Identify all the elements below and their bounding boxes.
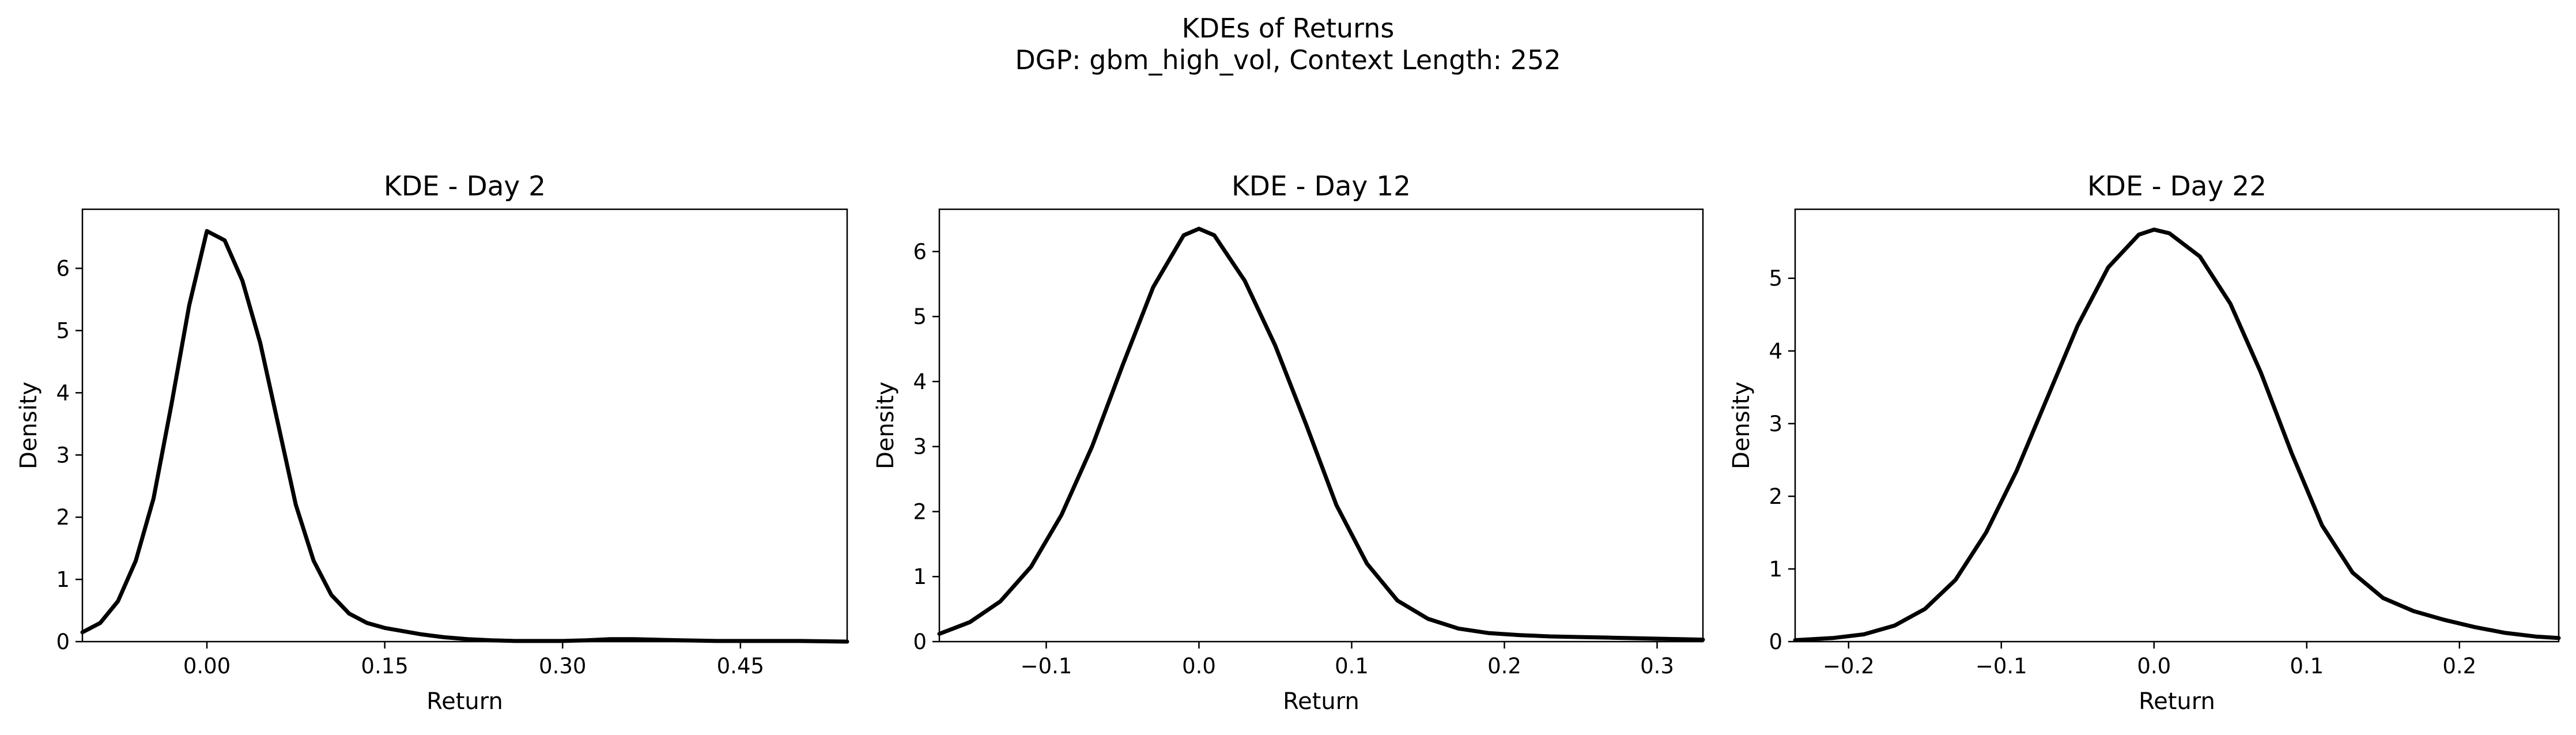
kde-curve [937, 227, 1705, 642]
y-tick-label: 2 [56, 505, 70, 530]
subplot-3: KDE - Day 22 −0.2 −0.1 0.0 0.1 0.2 0 1 2 3 4 5 Retur… [1728, 171, 2561, 715]
plot-area-frame [81, 208, 848, 643]
y-tick-label: 1 [913, 564, 927, 589]
x-tick-label: 0.3 [1640, 654, 1674, 679]
y-tick-label: 3 [913, 435, 927, 459]
x-tick-label: 0.30 [539, 654, 586, 679]
x-tick-label: −0.1 [1976, 654, 2027, 679]
kde-curve [1793, 227, 2561, 642]
y-tick-label: 0 [913, 630, 927, 654]
subplot-title: KDE - Day 22 [2087, 171, 2267, 202]
x-tick-label: 0.2 [1487, 654, 1521, 679]
x-tick-label: 0.1 [1335, 654, 1369, 679]
x-tick-label: 0.0 [1182, 654, 1216, 679]
x-axis-label: Return [2139, 688, 2215, 715]
x-tick-label: 0.45 [717, 654, 764, 679]
y-axis-label: Density [16, 382, 42, 469]
y-tick-label: 5 [913, 304, 927, 329]
y-tick-label: 5 [1769, 266, 1782, 291]
figure-subtitle: DGP: gbm_high_vol, Context Length: 252 [1015, 44, 1561, 76]
x-axis-label: Return [1283, 688, 1359, 715]
y-tick-label: 4 [1769, 339, 1782, 364]
y-tick-label: 6 [913, 239, 927, 264]
subplots: KDE - Day 20.00 0.15 0.30 0.450123456Return… [16, 171, 2561, 715]
subplot-2: KDE - Day 12 −0.1 0.0 0.1 0.2 0.3 0 1 2 3 4 5 6 Retur… [872, 171, 1705, 715]
y-tick-label: 6 [56, 257, 70, 281]
plot-area-frame [938, 208, 1704, 643]
x-tick-label: 0.00 [183, 654, 231, 679]
x-tick-label: 0.2 [2442, 654, 2476, 679]
subplot-1: KDE - Day 2 0.00 0.15 0.30 0.45 0 1 2 3 4 5 6 Return… [16, 171, 849, 715]
subplot-title: KDE - Day 2 [384, 171, 546, 202]
y-tick-label: 4 [913, 370, 927, 394]
subplot-title: KDE - Day 12 [1232, 171, 1411, 202]
kde-curve [80, 229, 849, 644]
y-tick-label: 1 [56, 567, 70, 592]
y-tick-label: 5 [56, 318, 70, 343]
y-axis-label: Density [1728, 382, 1755, 469]
y-tick-label: 4 [56, 380, 70, 405]
y-tick-label: 0 [1769, 630, 1782, 654]
x-tick-label: −0.1 [1021, 654, 1072, 679]
y-tick-label: 3 [56, 443, 70, 468]
figure-title: KDEs of Returns [1182, 13, 1395, 44]
y-tick-label: 2 [1769, 484, 1782, 509]
x-tick-label: 0.15 [361, 654, 408, 679]
y-tick-label: 2 [913, 499, 927, 524]
y-tick-label: 1 [1769, 557, 1782, 582]
plot-area-frame [1794, 208, 2560, 643]
x-tick-label: 0.1 [2290, 654, 2324, 679]
x-tick-label: −0.2 [1823, 654, 1875, 679]
x-tick-label: 0.0 [2137, 654, 2171, 679]
y-tick-label: 3 [1769, 412, 1782, 436]
y-tick-label: 0 [56, 630, 70, 654]
x-axis-label: Return [426, 688, 503, 715]
y-axis-label: Density [872, 382, 899, 469]
